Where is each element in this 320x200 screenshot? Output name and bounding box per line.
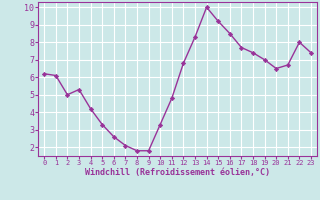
X-axis label: Windchill (Refroidissement éolien,°C): Windchill (Refroidissement éolien,°C) [85, 168, 270, 177]
